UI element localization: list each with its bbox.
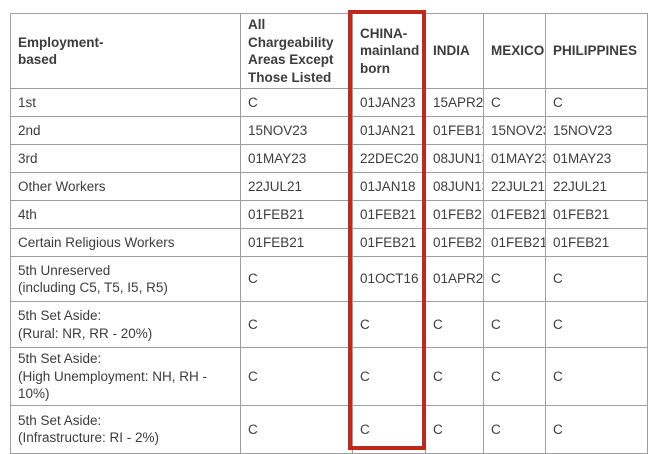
table-row-4th: 4th 01FEB21 01FEB21 01FEB21 01FEB21 01FE… bbox=[10, 200, 648, 230]
table-cell: C bbox=[483, 404, 546, 454]
table-cell: C bbox=[240, 256, 353, 303]
table-row-5th-set-aside-infrastructure: 5th Set Aside: (Infrastructure: RI - 2%)… bbox=[10, 404, 648, 454]
header-row: Employment- based All Chargeability Area… bbox=[10, 12, 648, 90]
table-cell: 01MAY23 bbox=[240, 144, 353, 174]
table-cell: 15NOV23 bbox=[545, 116, 648, 146]
table-cell: 22JUL21 bbox=[545, 172, 648, 202]
table-cell: 15NOV23 bbox=[483, 116, 546, 146]
row-label: 4th bbox=[10, 200, 241, 230]
table-cell: C bbox=[545, 88, 648, 118]
row-label: 1st bbox=[10, 88, 241, 118]
col-header-employment-based: Employment- based bbox=[10, 12, 241, 90]
table-row-2nd: 2nd 15NOV23 01JAN21 01FEB13 15NOV23 15NO… bbox=[10, 116, 648, 146]
col-header-all-chargeability: All Chargeability Areas Except Those Lis… bbox=[240, 12, 353, 90]
col-header-mexico: MEXICO bbox=[483, 12, 546, 90]
table-cell: 01FEB21 bbox=[352, 200, 426, 230]
table-cell: C bbox=[425, 301, 484, 349]
table-cell: 01FEB21 bbox=[545, 228, 648, 258]
row-label: 5th Set Aside: (Infrastructure: RI - 2%) bbox=[10, 404, 241, 454]
table-cell: 08JUN13 bbox=[425, 172, 484, 202]
table-cell: 01FEB13 bbox=[425, 116, 484, 146]
row-label: 2nd bbox=[10, 116, 241, 146]
table-cell: C bbox=[545, 256, 648, 303]
table-cell: C bbox=[352, 347, 426, 406]
table-cell: 01JAN23 bbox=[352, 88, 426, 118]
row-label: 5th Unreserved (including C5, T5, I5, R5… bbox=[10, 256, 241, 303]
col-header-india: INDIA bbox=[425, 12, 484, 90]
table-cell: 22JUL21 bbox=[240, 172, 353, 202]
row-label: Other Workers bbox=[10, 172, 241, 202]
table-cell: 01MAY23 bbox=[483, 144, 546, 174]
table-cell: C bbox=[240, 404, 353, 454]
table-cell: 01OCT16 bbox=[352, 256, 426, 303]
table-cell: 08JUN13 bbox=[425, 144, 484, 174]
employment-based-final-action-dates-table: Employment- based All Chargeability Area… bbox=[10, 12, 648, 454]
table-cell: C bbox=[545, 301, 648, 349]
table-cell: 15NOV23 bbox=[240, 116, 353, 146]
table-cell: C bbox=[352, 404, 426, 454]
table-cell: 01FEB21 bbox=[240, 228, 353, 258]
table-cell: C bbox=[352, 301, 426, 349]
row-label: 3rd bbox=[10, 144, 241, 174]
table-cell: C bbox=[240, 88, 353, 118]
table-cell: C bbox=[240, 347, 353, 406]
table-cell: C bbox=[545, 347, 648, 406]
table-cell: 01FEB21 bbox=[483, 228, 546, 258]
table-row-5th-set-aside-rural: 5th Set Aside: (Rural: NR, RR - 20%) C C… bbox=[10, 301, 648, 349]
table-cell: C bbox=[483, 88, 546, 118]
table-cell: 01FEB21 bbox=[545, 200, 648, 230]
table-row-certain-religious-workers: Certain Religious Workers 01FEB21 01FEB2… bbox=[10, 228, 648, 258]
table-cell: C bbox=[483, 301, 546, 349]
table-cell: C bbox=[425, 404, 484, 454]
table-cell: 01JAN21 bbox=[352, 116, 426, 146]
table-cell: C bbox=[483, 256, 546, 303]
row-label: 5th Set Aside: (High Unemployment: NH, R… bbox=[10, 347, 241, 406]
table-cell: 01FEB21 bbox=[352, 228, 426, 258]
table-cell: 15APR22 bbox=[425, 88, 484, 118]
table-row-5th-unreserved: 5th Unreserved (including C5, T5, I5, R5… bbox=[10, 256, 648, 303]
col-header-china-mainland-born: CHINA- mainland born bbox=[352, 12, 426, 90]
table-cell: 01FEB21 bbox=[240, 200, 353, 230]
table-row-3rd: 3rd 01MAY23 22DEC20 08JUN13 01MAY23 01MA… bbox=[10, 144, 648, 174]
table-cell: 22JUL21 bbox=[483, 172, 546, 202]
table-cell: C bbox=[240, 301, 353, 349]
table-row-5th-set-aside-high-unemployment: 5th Set Aside: (High Unemployment: NH, R… bbox=[10, 347, 648, 406]
table-cell: 01FEB21 bbox=[425, 228, 484, 258]
table-row-other-workers: Other Workers 22JUL21 01JAN18 08JUN13 22… bbox=[10, 172, 648, 202]
row-label: Certain Religious Workers bbox=[10, 228, 241, 258]
table-cell: C bbox=[483, 347, 546, 406]
table-cell: C bbox=[425, 347, 484, 406]
table-cell: 01MAY23 bbox=[545, 144, 648, 174]
table-cell: 01FEB21 bbox=[483, 200, 546, 230]
table-cell: 01FEB21 bbox=[425, 200, 484, 230]
table-row-1st: 1st C 01JAN23 15APR22 C C bbox=[10, 88, 648, 118]
table-cell: 22DEC20 bbox=[352, 144, 426, 174]
col-header-philippines: PHILIPPINES bbox=[545, 12, 648, 90]
table-cell: C bbox=[545, 404, 648, 454]
table-cell: 01APR22 bbox=[425, 256, 484, 303]
table-cell: 01JAN18 bbox=[352, 172, 426, 202]
row-label: 5th Set Aside: (Rural: NR, RR - 20%) bbox=[10, 301, 241, 349]
